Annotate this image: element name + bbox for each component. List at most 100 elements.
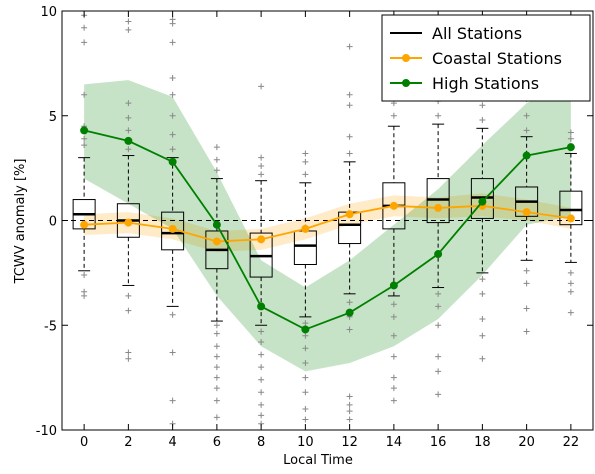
outlier-marker [81, 91, 88, 98]
outlier-marker [523, 280, 530, 287]
outlier-marker [81, 39, 88, 46]
outlier-marker [169, 16, 176, 23]
outlier-marker [567, 288, 574, 295]
coastal-stations-point [345, 210, 354, 219]
outlier-marker [213, 343, 220, 350]
coastal-stations-point [389, 201, 398, 210]
high-stations-point [478, 197, 487, 206]
outlier-marker [125, 355, 132, 362]
outlier-marker [125, 114, 132, 121]
x-tick-label: 20 [518, 435, 535, 450]
outlier-marker [435, 353, 442, 360]
outlier-marker [390, 313, 397, 320]
x-tick-label: 16 [430, 435, 447, 450]
coastal-stations-point [212, 237, 221, 246]
legend-coastal-stations-marker [402, 54, 410, 62]
outlier-marker [346, 408, 353, 415]
high-stations-point [345, 308, 354, 317]
outlier-marker [390, 332, 397, 339]
outlier-marker [213, 385, 220, 392]
outlier-marker [523, 112, 530, 119]
outlier-marker [523, 305, 530, 312]
coastal-stations-point [434, 203, 443, 212]
outlier-marker [258, 401, 265, 408]
outlier-marker [567, 129, 574, 136]
outlier-marker [302, 150, 309, 157]
outlier-marker [346, 133, 353, 140]
x-tick-label: 6 [213, 435, 221, 450]
outlier-marker [169, 146, 176, 153]
outlier-marker [435, 303, 442, 310]
y-axis-label: TCWV anomaly [%] [13, 159, 28, 285]
outlier-marker [125, 349, 132, 356]
x-tick-label: 18 [474, 435, 491, 450]
outlier-marker [390, 301, 397, 308]
outlier-marker [479, 102, 486, 109]
outlier-marker [435, 290, 442, 297]
outlier-marker [302, 374, 309, 381]
outlier-marker [258, 351, 265, 358]
outlier-marker [346, 299, 353, 306]
outlier-marker [213, 322, 220, 329]
outlier-marker [258, 154, 265, 161]
legend-coastal-stations-label: Coastal Stations [432, 49, 562, 68]
box-iqr [559, 190, 583, 226]
outlier-marker [213, 364, 220, 371]
outlier-marker [258, 328, 265, 335]
outlier-marker [346, 43, 353, 50]
outlier-marker [346, 150, 353, 157]
outlier-marker [169, 75, 176, 82]
outlier-marker [435, 391, 442, 398]
outlier-marker [81, 24, 88, 31]
high-stations-point [522, 151, 531, 160]
outlier-marker [258, 171, 265, 178]
x-tick-label: 2 [124, 435, 132, 450]
outlier-marker [169, 311, 176, 318]
coastal-stations-point [124, 218, 133, 227]
outlier-marker [258, 376, 265, 383]
axes: 0 2 4 6 8 10 12 14 16 18 20 22 -10 -5 0 5 10 [36, 5, 594, 450]
outlier-marker [213, 167, 220, 174]
outlier-marker [479, 116, 486, 123]
x-tick-label: 12 [341, 435, 358, 450]
coastal-stations-point [80, 220, 89, 229]
coastal-stations-line [84, 204, 572, 243]
x-tick-label: 0 [80, 435, 88, 450]
outlier-marker [81, 292, 88, 299]
outlier-marker [125, 18, 132, 25]
outlier-marker [302, 406, 309, 413]
outlier-marker [213, 353, 220, 360]
outlier-marker [435, 322, 442, 329]
outlier-marker [169, 131, 176, 138]
outlier-marker [169, 349, 176, 356]
outlier-marker [258, 163, 265, 170]
outlier-marker [302, 171, 309, 178]
outlier-marker [567, 280, 574, 287]
high-stations-point [434, 250, 443, 259]
y-tick-label: -10 [36, 424, 57, 439]
high-stations-point [80, 126, 89, 135]
outlier-marker [346, 91, 353, 98]
outlier-marker [302, 158, 309, 165]
outlier-marker [302, 345, 309, 352]
outlier-marker [346, 102, 353, 109]
x-tick-label: 4 [168, 435, 176, 450]
outlier-marker [390, 112, 397, 119]
outlier-marker [213, 414, 220, 421]
x-axis-label: Local Time [283, 453, 353, 468]
outlier-marker [479, 332, 486, 339]
legend-high-stations-label: High Stations [432, 74, 539, 93]
outlier-marker [346, 393, 353, 400]
x-tick-label: 22 [563, 435, 580, 450]
outlier-marker [258, 339, 265, 346]
outlier-marker [390, 353, 397, 360]
outlier-marker [346, 401, 353, 408]
box-iqr [161, 211, 185, 251]
outlier-marker [125, 307, 132, 314]
outlier-marker [81, 271, 88, 278]
high-stations-point [301, 325, 310, 334]
legend-high-stations-marker [402, 79, 410, 87]
coastal-stations-point [257, 235, 266, 244]
coastal-stations-point [168, 224, 177, 233]
